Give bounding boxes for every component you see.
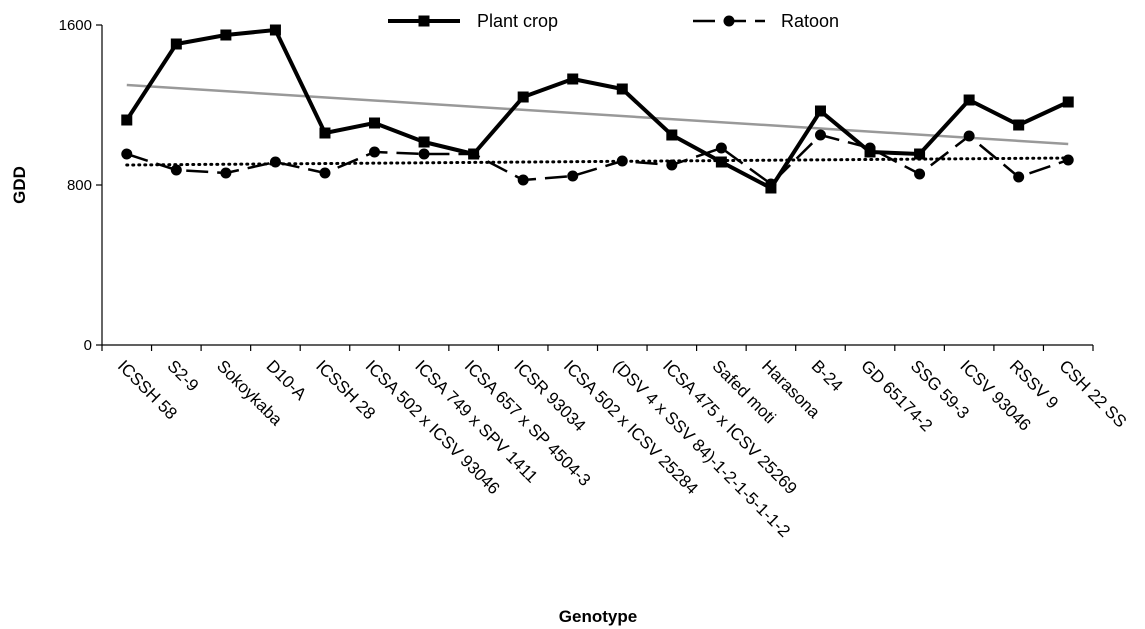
data-point-ratoon: [369, 146, 381, 158]
data-point-ratoon: [616, 155, 628, 167]
data-point-plant-crop: [269, 24, 281, 36]
legend-label-ratoon: Ratoon: [781, 11, 839, 31]
data-point-ratoon: [418, 148, 430, 160]
x-tick-label: CSH 22 SS: [1055, 356, 1130, 431]
data-point-plant-crop: [914, 148, 926, 160]
data-point-ratoon: [121, 148, 133, 160]
y-axis-title: GDD: [10, 166, 29, 204]
data-point-ratoon: [814, 129, 826, 141]
data-point-plant-crop: [963, 94, 975, 106]
y-tick-label: 0: [84, 337, 92, 354]
data-point-plant-crop: [369, 117, 381, 129]
data-point-plant-crop: [220, 29, 232, 41]
data-point-ratoon: [220, 167, 232, 179]
data-point-ratoon: [269, 156, 281, 168]
x-tick-label: B-24: [808, 356, 847, 395]
data-point-plant-crop: [319, 127, 331, 139]
data-point-ratoon: [666, 159, 678, 171]
data-point-plant-crop: [170, 38, 182, 50]
data-point-ratoon: [468, 148, 480, 160]
legend: Plant crop Ratoon: [388, 11, 839, 31]
data-point-ratoon: [864, 142, 876, 154]
axes: [101, 25, 1093, 346]
data-point-plant-crop: [814, 105, 826, 117]
data-point-plant-crop: [616, 83, 628, 95]
data-point-plant-crop: [517, 91, 529, 103]
data-point-plant-crop: [121, 114, 133, 126]
data-point-ratoon: [567, 170, 579, 182]
data-point-ratoon: [319, 167, 331, 179]
data-point-plant-crop: [666, 129, 678, 141]
data-point-ratoon: [1062, 154, 1074, 166]
data-point-plant-crop: [715, 156, 727, 168]
series-line-ratoon: [126, 133, 1069, 186]
y-tick-label: 800: [67, 177, 92, 194]
data-point-ratoon: [914, 168, 926, 180]
data-point-plant-crop: [1013, 119, 1025, 131]
series-group: [121, 24, 1074, 194]
data-point-ratoon: [517, 174, 529, 186]
legend-marker-plant-crop: [418, 15, 430, 27]
data-point-plant-crop: [1062, 96, 1074, 108]
y-tick-label: 1600: [59, 17, 92, 34]
series-line-plant-crop: [125, 28, 1070, 190]
legend-label-plant-crop: Plant crop: [477, 11, 558, 31]
data-point-ratoon: [170, 164, 182, 176]
data-point-ratoon: [963, 130, 975, 142]
trendlines: [125, 83, 1070, 167]
data-point-ratoon: [765, 178, 777, 190]
data-point-ratoon: [715, 142, 727, 154]
y-ticks: 0 800 1600: [59, 17, 102, 354]
data-point-ratoon: [1013, 171, 1025, 183]
trendline-plant-crop: [126, 83, 1069, 146]
x-tick-label: (DSV 4 x SSV 84)-1-2-1-5-1-1-2: [609, 356, 793, 540]
x-tick-label: D10-A: [263, 356, 311, 404]
legend-marker-ratoon: [723, 15, 735, 27]
x-tick-label: S2-9: [163, 356, 202, 395]
data-point-plant-crop: [418, 136, 430, 148]
data-point-plant-crop: [567, 73, 579, 85]
x-axis-title: Genotype: [559, 607, 637, 626]
